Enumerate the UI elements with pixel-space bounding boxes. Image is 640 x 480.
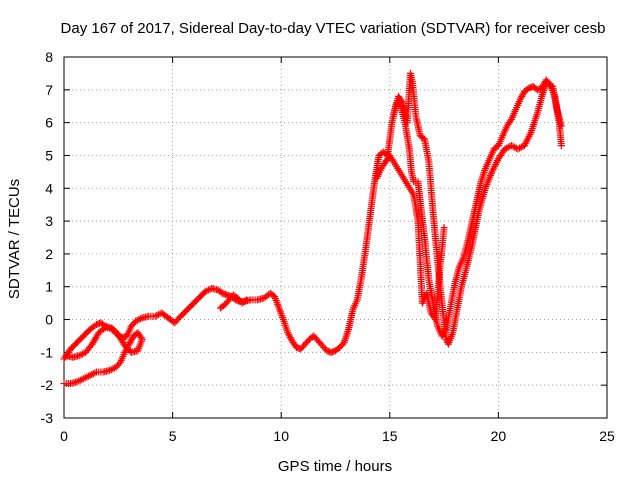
- data-point-marker: [153, 311, 161, 319]
- data-point: [106, 366, 114, 374]
- data-point-marker: [109, 365, 117, 373]
- y-tick-label: -1: [41, 344, 54, 360]
- data-point-marker: [544, 80, 552, 88]
- data-point: [507, 142, 515, 150]
- y-tick-label: 3: [45, 213, 53, 229]
- data-point-marker: [78, 350, 86, 358]
- data-point: [440, 224, 448, 232]
- data-point: [242, 296, 250, 304]
- data-point-marker: [545, 81, 553, 89]
- data-point-marker: [506, 117, 514, 125]
- data-point: [501, 145, 509, 153]
- data-point-marker: [339, 340, 347, 348]
- y-tick-label: -2: [41, 377, 54, 393]
- data-point: [82, 348, 90, 356]
- plot-frame: [63, 56, 608, 419]
- x-tick-label: 5: [169, 428, 177, 444]
- data-point: [62, 352, 70, 360]
- data-point: [557, 122, 565, 130]
- y-tick-label: 7: [45, 82, 53, 98]
- x-tick-label: 20: [491, 428, 507, 444]
- data-point: [201, 288, 209, 296]
- data-point-marker: [115, 360, 123, 368]
- data-points: [60, 69, 565, 388]
- data-point-marker: [75, 377, 83, 385]
- y-tick-label: 5: [45, 147, 53, 163]
- data-point-marker: [137, 315, 145, 323]
- data-point-marker: [83, 373, 91, 381]
- data-point-marker: [81, 374, 89, 382]
- x-axis-label: GPS time / hours: [278, 458, 392, 475]
- data-point-marker: [241, 297, 249, 305]
- data-point-marker: [517, 143, 525, 151]
- data-point-marker: [76, 376, 84, 384]
- x-tick-label: 0: [60, 428, 68, 444]
- data-point-marker: [109, 325, 117, 333]
- data-point-marker: [89, 370, 97, 378]
- x-tick-label: 15: [382, 428, 398, 444]
- y-tick-label: 8: [45, 49, 53, 65]
- y-tick-label: 1: [45, 279, 53, 295]
- data-point-marker: [133, 316, 141, 324]
- data-point-marker: [509, 142, 517, 150]
- chart-title: Day 167 of 2017, Sidereal Day-to-day VTE…: [61, 20, 606, 37]
- data-point-marker: [78, 375, 86, 383]
- data-point: [86, 371, 94, 379]
- y-tick-label: 6: [45, 115, 53, 131]
- data-point: [80, 375, 88, 383]
- x-axis-ticks: 0 5 10 15 20 25: [60, 57, 615, 444]
- data-point-marker: [135, 316, 143, 324]
- x-tick-label: 25: [599, 428, 615, 444]
- data-point-marker: [91, 369, 99, 377]
- data-point-marker: [84, 372, 92, 380]
- data-point: [542, 79, 550, 87]
- data-point-marker: [204, 286, 212, 294]
- data-point: [151, 312, 159, 320]
- y-tick-label: 4: [45, 180, 53, 196]
- data-point-marker: [107, 366, 115, 374]
- y-axis-ticks: -3 -2 -1 0 1 2 3 4 5 6 7 8: [41, 49, 607, 426]
- data-point-marker: [503, 144, 511, 152]
- data-point: [514, 145, 522, 153]
- x-tick-label: 10: [273, 428, 289, 444]
- grid-lines: [64, 57, 607, 418]
- data-point-marker: [504, 143, 512, 151]
- y-axis-label: SDTVAR / TECUs: [6, 179, 23, 299]
- data-point-marker: [516, 144, 524, 152]
- y-tick-label: 0: [45, 312, 53, 328]
- data-point: [557, 142, 565, 150]
- data-point-marker: [398, 97, 406, 105]
- data-point-marker: [80, 349, 88, 357]
- data-point-marker: [511, 143, 519, 151]
- data-point: [73, 378, 81, 386]
- y-tick-label: 2: [45, 246, 53, 262]
- data-point: [132, 317, 140, 325]
- y-tick-label: -3: [41, 410, 54, 426]
- data-point-marker: [77, 351, 85, 359]
- data-point-marker: [203, 287, 211, 295]
- data-point-marker: [88, 371, 96, 379]
